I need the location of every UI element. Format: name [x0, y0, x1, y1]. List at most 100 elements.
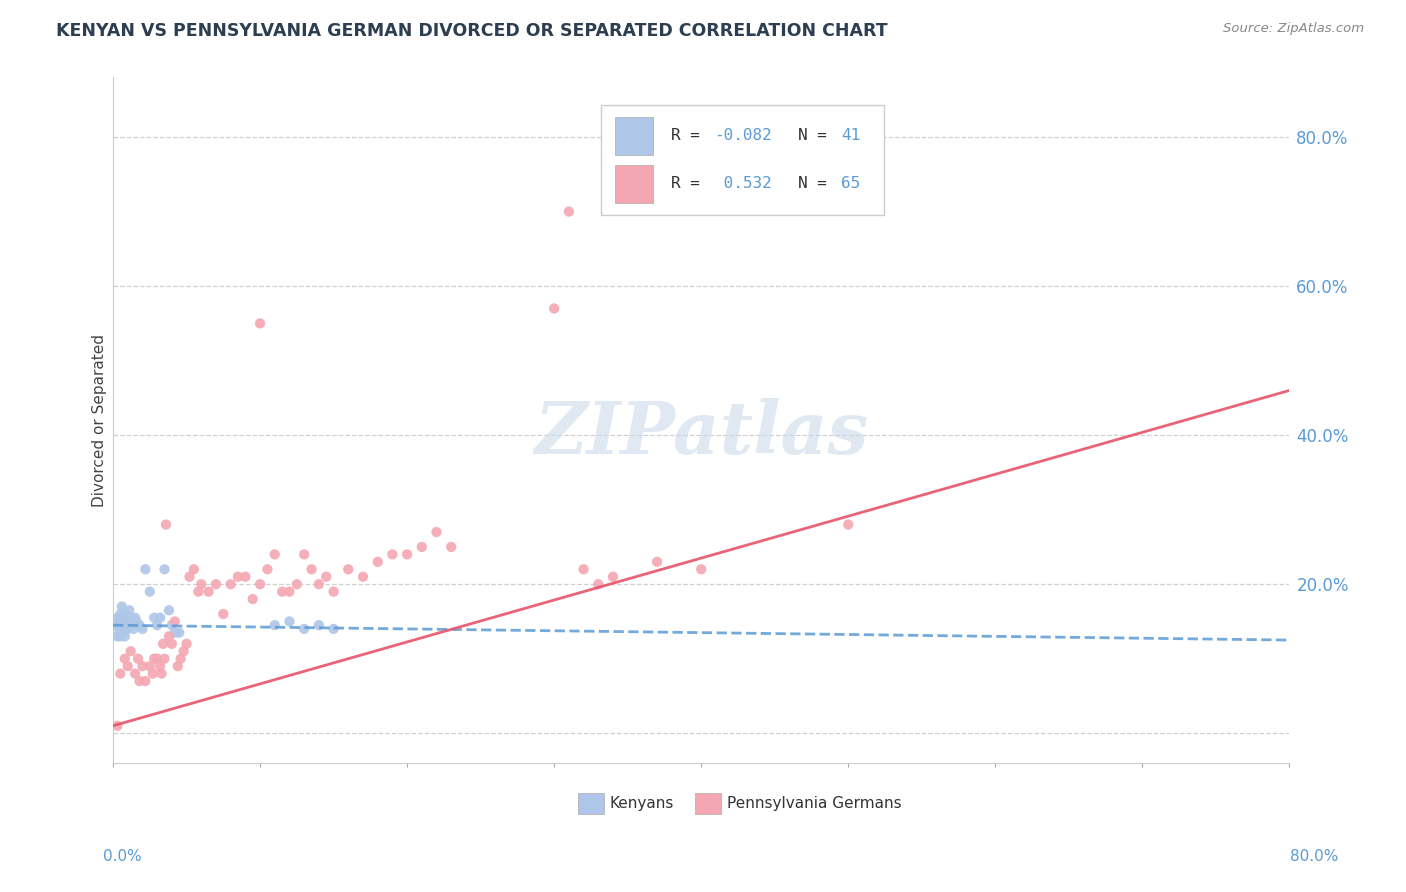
Text: ZIPatlas: ZIPatlas: [534, 399, 869, 469]
Point: [120, 644, 142, 658]
Point: [690, 562, 713, 576]
Text: R =: R =: [671, 128, 709, 144]
Point: [149, 611, 172, 625]
Point: [134, 674, 156, 689]
Point: [114, 651, 136, 665]
Point: [602, 570, 624, 584]
Point: [315, 570, 337, 584]
Point: [256, 562, 278, 576]
Point: [187, 584, 209, 599]
Point: [167, 625, 190, 640]
Point: [111, 622, 134, 636]
Point: [142, 666, 165, 681]
Text: Source: ZipAtlas.com: Source: ZipAtlas.com: [1223, 22, 1364, 36]
Point: [124, 611, 146, 625]
Point: [107, 629, 129, 643]
Point: [226, 570, 249, 584]
Text: N =: N =: [797, 128, 837, 144]
Point: [308, 577, 330, 591]
Point: [212, 607, 235, 621]
Point: [263, 618, 285, 632]
Point: [108, 622, 131, 636]
Point: [155, 517, 177, 532]
Point: [157, 603, 180, 617]
Point: [190, 577, 212, 591]
Point: [110, 607, 132, 621]
Bar: [616, 165, 652, 202]
Point: [112, 618, 135, 632]
Point: [146, 651, 169, 665]
Point: [153, 651, 176, 665]
Point: [108, 615, 131, 629]
Point: [301, 562, 323, 576]
Point: [173, 644, 195, 658]
Point: [205, 577, 228, 591]
Point: [588, 577, 610, 591]
Point: [125, 615, 148, 629]
Point: [352, 570, 374, 584]
Point: [411, 540, 433, 554]
Point: [114, 629, 136, 643]
Point: [131, 659, 153, 673]
Text: Pennsylvania Germans: Pennsylvania Germans: [727, 796, 901, 811]
Point: [143, 651, 166, 665]
Point: [146, 618, 169, 632]
Point: [117, 615, 139, 629]
Point: [271, 584, 294, 599]
Point: [322, 584, 344, 599]
Text: 0.532: 0.532: [714, 177, 772, 191]
Point: [110, 629, 132, 643]
Point: [308, 618, 330, 632]
Text: R =: R =: [671, 177, 709, 191]
Point: [242, 592, 264, 607]
Point: [440, 540, 463, 554]
Point: [111, 611, 134, 625]
Point: [163, 625, 186, 640]
Point: [111, 599, 134, 614]
Point: [249, 577, 271, 591]
Text: N =: N =: [797, 177, 837, 191]
Point: [176, 637, 198, 651]
Text: 65: 65: [841, 177, 860, 191]
Point: [285, 577, 308, 591]
Point: [139, 659, 162, 673]
Bar: [578, 792, 603, 814]
Text: KENYAN VS PENNSYLVANIA GERMAN DIVORCED OR SEPARATED CORRELATION CHART: KENYAN VS PENNSYLVANIA GERMAN DIVORCED O…: [56, 22, 887, 40]
Point: [160, 618, 183, 632]
Point: [292, 622, 315, 636]
Y-axis label: Divorced or Separated: Divorced or Separated: [93, 334, 107, 507]
Point: [543, 301, 565, 316]
Point: [112, 615, 135, 629]
Point: [837, 517, 859, 532]
Point: [160, 637, 183, 651]
Point: [179, 570, 201, 584]
Point: [139, 584, 162, 599]
Point: [120, 611, 142, 625]
Point: [166, 659, 188, 673]
Point: [117, 622, 139, 636]
Point: [124, 666, 146, 681]
Point: [396, 548, 419, 562]
Point: [122, 622, 145, 636]
Point: [143, 611, 166, 625]
Point: [115, 622, 138, 636]
Point: [292, 548, 315, 562]
Point: [249, 317, 271, 331]
Point: [558, 204, 581, 219]
Point: [121, 618, 143, 632]
Point: [104, 618, 127, 632]
Point: [118, 603, 141, 617]
Point: [150, 666, 173, 681]
Point: [117, 659, 139, 673]
Bar: [616, 117, 652, 154]
Point: [381, 548, 404, 562]
Point: [337, 562, 360, 576]
Point: [157, 629, 180, 643]
Point: [134, 562, 156, 576]
Point: [645, 555, 668, 569]
Text: Kenyans: Kenyans: [609, 796, 673, 811]
Point: [572, 562, 595, 576]
Bar: [696, 792, 721, 814]
Point: [367, 555, 389, 569]
Point: [107, 611, 129, 625]
